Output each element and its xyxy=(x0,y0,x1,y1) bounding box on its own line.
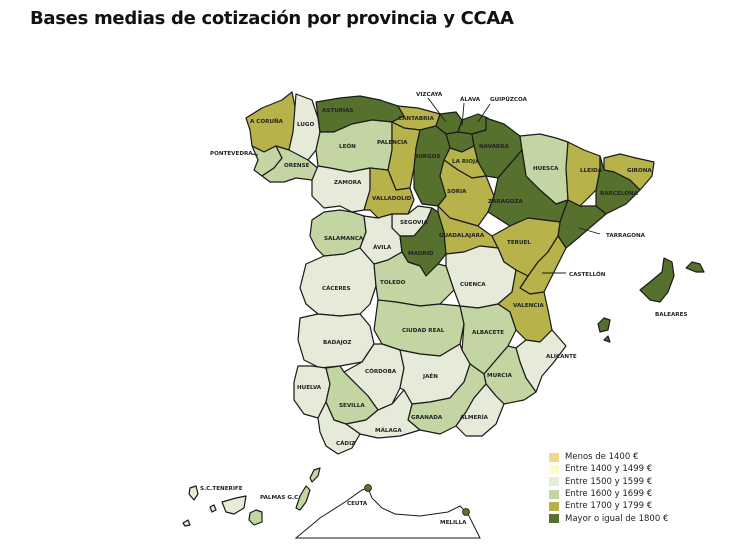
region-zamora[interactable] xyxy=(311,165,371,213)
label-madrid: MADRID xyxy=(408,251,434,257)
legend-swatch-icon xyxy=(549,477,559,487)
region-lugo[interactable] xyxy=(288,93,321,161)
label-sc-tenerife: S.C.TENERIFE xyxy=(200,486,243,492)
legend-label: Entre 1400 y 1499 € xyxy=(565,464,653,475)
label-caceres: CÁCERES xyxy=(322,285,351,292)
legend-label: Mayor o igual de 1800 € xyxy=(565,513,669,524)
label-a-coruna: A CORUÑA xyxy=(250,118,284,125)
legend-item: Entre 1600 y 1699 € xyxy=(549,488,668,500)
label-cordoba: CÓRDOBA xyxy=(365,368,397,375)
label-orense: ORENSE xyxy=(284,163,310,169)
label-almeria: ALMERÍA xyxy=(460,413,489,421)
region-palmas-gc-gc[interactable] xyxy=(248,509,263,526)
label-toledo: TOLEDO xyxy=(380,280,406,286)
label-sevilla: SEVILLA xyxy=(339,403,365,409)
region-sc-tenerife-gomera[interactable] xyxy=(209,504,217,513)
label-badajoz: BADAJOZ xyxy=(323,340,351,346)
legend-swatch-icon xyxy=(549,489,559,499)
region-sc-tenerife-tenerife[interactable] xyxy=(221,495,247,515)
label-guadalajara: GUADALAJARA xyxy=(439,233,485,239)
region-barcelona[interactable] xyxy=(595,155,641,215)
region-lleida[interactable] xyxy=(565,141,601,207)
label-huesca: HUESCA xyxy=(533,166,559,172)
region-cadiz[interactable] xyxy=(317,401,361,455)
label-cadiz: CÁDIZ xyxy=(336,440,355,447)
label-alicante: ALICANTE xyxy=(546,354,577,360)
label-segovia: SEGOVIA xyxy=(400,220,428,226)
label-valencia: VALENCIA xyxy=(513,303,545,309)
melilla-dot[interactable] xyxy=(462,508,470,516)
legend-label: Entre 1500 y 1599 € xyxy=(565,476,653,487)
legend-item: Entre 1500 y 1599 € xyxy=(549,476,668,488)
label-lugo: LUGO xyxy=(297,122,314,128)
label-palencia: PALENCIA xyxy=(377,140,408,146)
label-murcia: MURCIA xyxy=(487,373,513,379)
label-avila: ÁVILA xyxy=(373,244,392,251)
region-orense[interactable] xyxy=(261,145,321,183)
label-tarragona: TARRAGONA xyxy=(606,233,646,239)
region-navarra[interactable] xyxy=(471,117,523,179)
label-granada: GRANADA xyxy=(411,415,443,421)
region-caceres[interactable] xyxy=(299,247,377,317)
legend-swatch-icon xyxy=(549,501,559,511)
label-castellon: CASTELLÓN xyxy=(569,271,606,278)
legend-label: Entre 1700 y 1799 € xyxy=(565,501,653,512)
label-jaen: JAÉN xyxy=(422,372,438,380)
region-palmas-gc-fuerteventura[interactable] xyxy=(295,485,311,511)
label-navarra: NAVARRA xyxy=(479,144,510,150)
label-cuenca: CUENCA xyxy=(460,282,486,288)
legend-swatch-icon xyxy=(549,514,559,524)
label-salamanca: SALAMANCA xyxy=(324,236,364,242)
label-soria: SORIA xyxy=(447,189,467,195)
label-malaga: MÁLAGA xyxy=(375,427,402,434)
page-title: Bases medias de cotización por provincia… xyxy=(30,8,514,29)
region-baleares-formentera[interactable] xyxy=(603,335,611,343)
region-baleares-ibiza[interactable] xyxy=(597,317,611,333)
label-lleida: LLEIDA xyxy=(580,168,603,174)
label-leon: LEÓN xyxy=(339,143,356,150)
ceuta-dot[interactable] xyxy=(364,484,372,492)
label-baleares: BALEARES xyxy=(655,312,687,318)
label-vizcaya: VIZCAYA xyxy=(416,92,443,98)
legend-swatch-icon xyxy=(549,464,559,474)
label-cantabria: CANTABRIA xyxy=(398,116,434,122)
label-albacete: ALBACETE xyxy=(472,330,504,336)
legend: Menos de 1400 € Entre 1400 y 1499 € Entr… xyxy=(549,451,668,525)
legend-item: Entre 1700 y 1799 € xyxy=(549,500,668,512)
region-baleares-mallorca[interactable] xyxy=(639,257,675,303)
label-ceuta: CEUTA xyxy=(347,501,368,507)
label-zamora: ZAMORA xyxy=(334,180,362,186)
label-asturias: ASTURIAS xyxy=(322,108,353,114)
region-sc-tenerife-hierro[interactable] xyxy=(182,519,191,527)
legend-item: Menos de 1400 € xyxy=(549,451,668,463)
region-baleares-menorca[interactable] xyxy=(685,261,705,273)
region-palmas-gc-lanzarote[interactable] xyxy=(309,467,321,483)
legend-label: Entre 1600 y 1699 € xyxy=(565,489,653,500)
label-huelva: HUELVA xyxy=(297,385,322,391)
label-melilla: MELILLA xyxy=(440,520,467,526)
label-teruel: TERUEL xyxy=(507,240,531,246)
region-malaga[interactable] xyxy=(345,389,421,439)
label-la-rioja: LA RIOJA xyxy=(452,159,480,165)
label-pontevedra: PONTEVEDRA xyxy=(210,151,253,157)
region-almeria[interactable] xyxy=(455,383,505,437)
label-girona: GIRONA xyxy=(627,168,652,174)
label-ciudad-real: CIUDAD REAL xyxy=(402,328,445,334)
label-barcelona: BARCELONA xyxy=(600,191,639,197)
region-palencia[interactable] xyxy=(387,121,421,191)
region-sc-tenerife-lapalma[interactable] xyxy=(188,485,199,501)
legend-label: Menos de 1400 € xyxy=(565,452,639,463)
label-valladolid: VALLADOLID xyxy=(372,196,412,202)
label-zaragoza: ZARAGOZA xyxy=(488,199,523,205)
label-guipuzcoa: GUIPÚZCOA xyxy=(490,96,528,103)
ceuta-melilla-inset xyxy=(294,487,481,539)
legend-item: Entre 1400 y 1499 € xyxy=(549,463,668,475)
legend-swatch-icon xyxy=(549,452,559,462)
label-palmas-gc: PALMAS G.C xyxy=(260,495,298,501)
label-alava: ÁLAVA xyxy=(460,96,481,103)
legend-item: Mayor o igual de 1800 € xyxy=(549,512,668,524)
label-burgos: BURGOS xyxy=(414,154,441,160)
